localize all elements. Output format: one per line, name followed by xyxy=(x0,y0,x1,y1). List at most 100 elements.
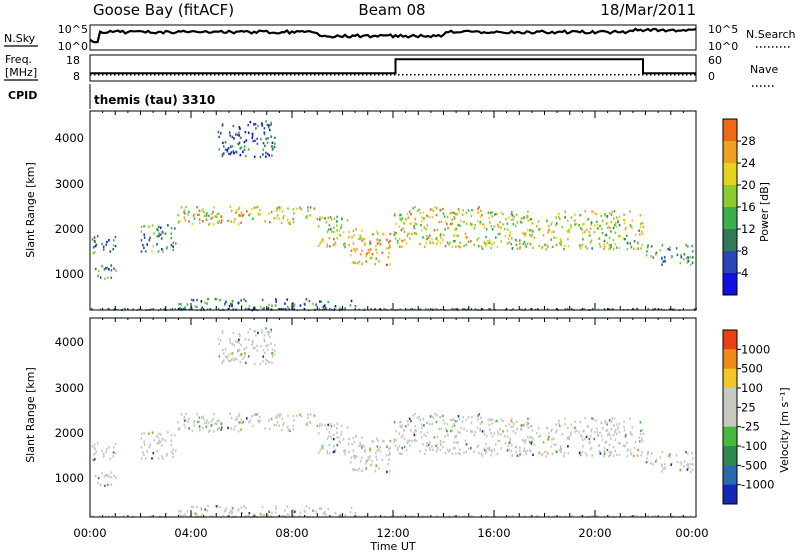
scatter-cell xyxy=(96,235,99,238)
scatter-cell xyxy=(287,414,289,417)
scatter-cell xyxy=(481,454,484,457)
scatter-cell xyxy=(256,137,258,141)
scatter-cell xyxy=(488,307,490,310)
scatter-cell xyxy=(276,421,279,424)
scatter-cell xyxy=(91,238,94,241)
scatter-cell xyxy=(662,260,665,263)
scatter-cell xyxy=(265,358,267,362)
scatter-cell xyxy=(490,211,492,215)
scatter-cell xyxy=(257,419,259,422)
colorbar-swatch xyxy=(723,141,737,164)
scatter-cell xyxy=(615,453,618,456)
scatter-cell xyxy=(387,462,390,466)
scatter-cell xyxy=(331,230,333,233)
scatter-cell xyxy=(143,453,145,456)
scatter-cell xyxy=(691,261,694,264)
scatter-cell xyxy=(267,307,270,310)
scatter-cell xyxy=(222,515,224,517)
scatter-cell xyxy=(387,448,390,451)
scatter-cell xyxy=(614,221,617,225)
scatter-cell xyxy=(525,452,527,455)
scatter-cell xyxy=(271,354,274,358)
scatter-cell xyxy=(510,419,513,422)
nave-line xyxy=(90,58,696,75)
velocity-ytick-3000: 3000 xyxy=(55,381,84,395)
scatter-cell xyxy=(477,211,479,214)
scatter-cell xyxy=(200,515,202,517)
scatter-cell xyxy=(309,214,312,217)
scatter-cell xyxy=(278,424,280,427)
scatter-cell xyxy=(440,427,443,430)
scatter-cell xyxy=(478,244,480,248)
scatter-cell xyxy=(496,430,499,434)
scatter-cell xyxy=(529,436,531,439)
scatter-cell xyxy=(427,308,429,311)
scatter-cell xyxy=(93,236,96,239)
scatter-cell xyxy=(247,148,250,151)
scatter-cell xyxy=(675,247,678,250)
scatter-cell xyxy=(348,243,350,247)
scatter-cell xyxy=(488,447,490,450)
scatter-cell xyxy=(221,124,224,128)
scatter-cell xyxy=(489,428,491,431)
scatter-cell xyxy=(253,206,256,209)
scatter-cell xyxy=(607,308,610,310)
scatter-cell xyxy=(321,216,323,219)
scatter-cell xyxy=(630,432,633,436)
scatter-cell xyxy=(238,131,240,134)
scatter-cell xyxy=(224,303,226,306)
scatter-cell xyxy=(197,420,199,424)
scatter-cell xyxy=(328,236,331,240)
scatter-cell xyxy=(606,214,609,218)
scatter-cell xyxy=(174,308,176,310)
scatter-cell xyxy=(483,447,486,450)
scatter-cell xyxy=(479,427,482,431)
scatter-cell xyxy=(640,437,643,440)
scatter-cell xyxy=(436,443,438,447)
scatter-cell xyxy=(113,308,115,311)
scatter-cell xyxy=(613,217,615,220)
scatter-cell xyxy=(683,460,686,463)
scatter-cell xyxy=(331,515,333,517)
scatter-cell xyxy=(178,303,180,306)
scatter-cell xyxy=(515,450,518,454)
scatter-cell xyxy=(333,243,336,246)
scatter-cell xyxy=(386,263,388,267)
scatter-cell xyxy=(586,454,588,457)
scatter-cell xyxy=(687,245,689,248)
scatter-cell xyxy=(650,255,652,258)
scatter-cell xyxy=(388,244,391,247)
scatter-cell xyxy=(233,344,235,347)
scatter-cell xyxy=(322,512,325,516)
scatter-cell xyxy=(623,218,625,222)
scatter-cell xyxy=(465,450,467,453)
scatter-cell xyxy=(138,308,140,310)
scatter-cell xyxy=(230,427,232,430)
scatter-cell xyxy=(462,209,465,212)
scatter-cell xyxy=(112,244,115,247)
scatter-cell xyxy=(561,226,564,229)
scatter-cell xyxy=(640,429,642,433)
scatter-cell xyxy=(414,412,417,416)
scatter-cell xyxy=(219,505,221,509)
scatter-cell xyxy=(629,224,632,227)
scatter-cell xyxy=(630,246,633,249)
scatter-cell xyxy=(619,235,622,238)
scatter-cell xyxy=(442,414,444,418)
scatter-cell xyxy=(555,222,558,225)
scatter-cell xyxy=(243,298,245,301)
scatter-cell xyxy=(196,298,198,302)
scatter-cell xyxy=(228,131,231,134)
scatter-cell xyxy=(451,425,454,428)
scatter-cell xyxy=(268,510,270,513)
scatter-cell xyxy=(633,514,635,517)
scatter-cell xyxy=(462,308,464,310)
scatter-cell xyxy=(300,415,303,418)
scatter-cell xyxy=(653,307,656,310)
scatter-cell xyxy=(497,225,500,229)
scatter-cell xyxy=(642,432,645,435)
scatter-cell xyxy=(451,307,454,310)
scatter-cell xyxy=(527,417,529,420)
scatter-cell xyxy=(282,216,284,220)
scatter-cell xyxy=(455,434,458,437)
